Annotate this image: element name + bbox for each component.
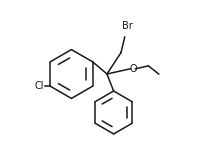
Text: Cl: Cl	[35, 81, 44, 91]
Text: Br: Br	[122, 21, 133, 31]
Text: O: O	[129, 64, 137, 74]
